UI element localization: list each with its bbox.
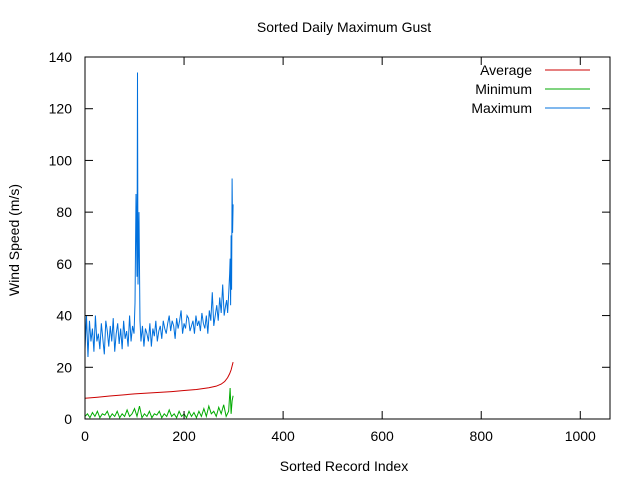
y-tick-label: 0 [64,411,72,427]
y-axis: 0 20 40 60 80 100 120 140 [49,49,610,427]
series-line-maximum [84,72,234,357]
series-line-average [84,361,234,399]
x-tick-label: 600 [370,428,394,444]
y-tick-label: 20 [56,359,72,375]
legend: Average Minimum Maximum [471,62,590,116]
x-tick-label: 0 [81,428,89,444]
y-tick-label: 60 [56,256,72,272]
y-tick-label: 40 [56,308,72,324]
y-tick-label: 120 [49,101,73,117]
y-tick-label: 80 [56,204,72,220]
legend-label-average: Average [480,62,532,78]
x-axis-label: Sorted Record Index [280,458,408,474]
y-tick-label: 100 [49,152,73,168]
chart-title: Sorted Daily Maximum Gust [257,19,431,35]
x-tick-label: 800 [470,428,494,444]
x-axis: 0 200 400 600 800 1000 [81,57,596,444]
y-axis-label: Wind Speed (m/s) [6,184,22,296]
y-tick-label: 140 [49,49,73,65]
plot-series [84,72,234,420]
plot-frame [84,56,611,420]
series-line-minimum [84,387,234,420]
x-tick-label: 400 [271,428,295,444]
legend-label-maximum: Maximum [471,100,532,116]
x-tick-label: 1000 [565,428,596,444]
x-tick-label: 200 [172,428,196,444]
legend-label-minimum: Minimum [475,81,532,97]
